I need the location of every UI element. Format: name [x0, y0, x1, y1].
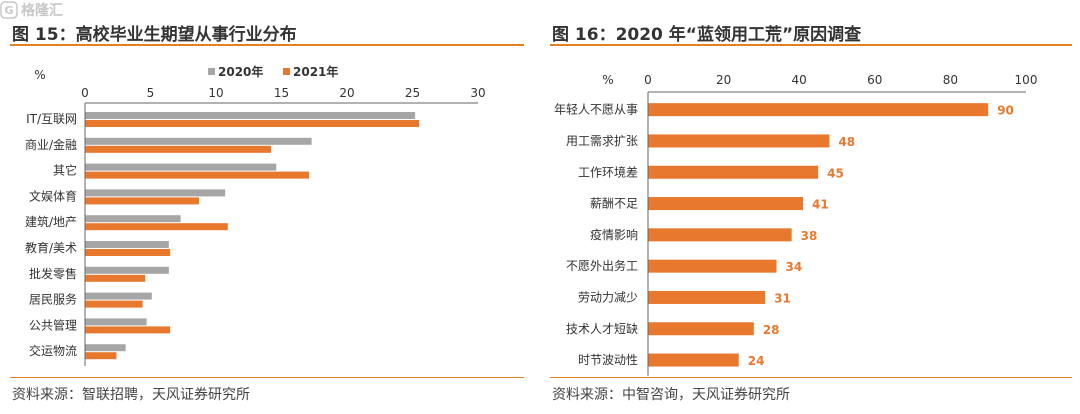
bar-2021-6 — [85, 274, 146, 282]
x-tick-label-5: 100 — [1015, 73, 1038, 87]
bar-2021-4 — [85, 223, 228, 231]
data-label-7: 28 — [763, 323, 780, 337]
right-figure-panel: 图 16：2020 年“蓝领用工荒”原因调查 % 0 20 40 60 80 100 年轻人不… — [540, 0, 1080, 414]
bar-2020-1 — [85, 137, 312, 145]
left-source-rule — [10, 377, 524, 378]
bar-7 — [648, 322, 754, 336]
category-label-1: 用工需求扩张 — [566, 134, 638, 148]
category-label-8: 公共管理 — [29, 317, 77, 332]
data-label-6: 31 — [774, 291, 791, 305]
bar-3 — [648, 197, 803, 211]
legend-swatch-0 — [208, 68, 215, 75]
right-figure-source: 资料来源：中智咨询，天风证券研究所 — [552, 387, 790, 403]
data-label-2: 45 — [827, 166, 844, 180]
x-tick-label-2: 40 — [792, 73, 807, 87]
data-label-5: 34 — [786, 260, 803, 274]
x-tick-label-4: 20 — [339, 86, 354, 100]
category-label-2: 其它 — [53, 163, 77, 178]
category-label-9: 交运物流 — [29, 343, 77, 358]
bar-2020-7 — [85, 292, 152, 300]
right-bar-chart: % 0 20 40 60 80 100 年轻人不愿从事 90 用工需求扩张 48 工作环境差 45 薪酬不… — [554, 73, 1038, 376]
category-label-0: 年轻人不愿从事 — [554, 103, 638, 117]
bar-2021-1 — [85, 145, 272, 153]
x-tick-label-5: 25 — [405, 86, 420, 100]
category-label-7: 技术人才短缺 — [566, 321, 638, 336]
left-figure-title: 图 15：高校毕业生期望从事行业分布 — [12, 25, 297, 45]
bar-2020-8 — [85, 318, 147, 326]
category-label-2: 工作环境差 — [578, 164, 638, 179]
category-label-8: 时节波动性 — [578, 353, 638, 367]
left-bar-chart: % 2020年 2021年 0 5 10 15 20 25 30 IT/互联网商业/金融其它文娱体育… — [25, 64, 486, 366]
x-tick-label-4: 80 — [943, 73, 958, 87]
category-label-5: 教育/美术 — [25, 240, 77, 255]
category-label-7: 居民服务 — [29, 292, 77, 307]
bar-2020-0 — [85, 112, 416, 119]
category-label-1: 商业/金融 — [25, 137, 77, 152]
bar-2020-4 — [85, 215, 181, 223]
bar-0 — [648, 103, 989, 117]
watermark-text: 格隆汇 — [21, 2, 63, 19]
category-label-3: 文娱体育 — [29, 188, 77, 203]
right-source-rule — [550, 377, 1072, 378]
bar-2021-7 — [85, 300, 143, 308]
bar-8 — [648, 353, 739, 367]
right-figure-title: 图 16：2020 年“蓝领用工荒”原因调查 — [552, 25, 862, 45]
x-tick-label-0: 0 — [644, 73, 652, 87]
bar-2020-2 — [85, 163, 277, 171]
watermark-g-letter: G — [4, 4, 13, 17]
bar-2020-3 — [85, 189, 226, 197]
data-label-4: 38 — [801, 229, 818, 243]
legend-swatch-1 — [283, 68, 290, 75]
bar-6 — [648, 290, 766, 304]
x-tick-label-0: 0 — [81, 86, 89, 100]
left-figure-panel: 图 15：高校毕业生期望从事行业分布 % 2020年 2021年 0 5 10 15 20 25… — [0, 0, 532, 414]
x-tick-label-3: 60 — [867, 73, 882, 87]
data-label-1: 48 — [838, 135, 855, 149]
bar-2020-6 — [85, 266, 169, 274]
legend-label-0: 2020年 — [218, 64, 263, 79]
data-label-0: 90 — [997, 104, 1014, 118]
bar-1 — [648, 134, 830, 148]
legend-label-1: 2021年 — [293, 64, 338, 79]
category-label-0: IT/互联网 — [26, 112, 77, 126]
left-title-rule — [10, 44, 524, 46]
left-unit-label: % — [34, 68, 45, 82]
bar-2021-8 — [85, 326, 171, 334]
watermark-logo: G 格隆汇 — [0, 1, 63, 19]
bar-2021-3 — [85, 197, 199, 205]
bar-2021-0 — [85, 120, 420, 127]
left-figure-source: 资料来源：智联招聘，天风证券研究所 — [12, 387, 250, 403]
data-label-3: 41 — [812, 198, 829, 212]
category-label-6: 批发零售 — [29, 266, 77, 281]
bar-2021-2 — [85, 171, 310, 179]
x-tick-label-1: 20 — [716, 73, 731, 87]
category-label-4: 疫情影响 — [590, 227, 638, 242]
right-title-rule — [550, 44, 1072, 46]
data-label-8: 24 — [748, 354, 765, 368]
category-label-4: 建筑/地产 — [25, 214, 77, 229]
x-tick-label-3: 15 — [274, 86, 289, 100]
x-tick-label-1: 5 — [147, 86, 155, 100]
x-tick-label-2: 10 — [208, 86, 223, 100]
bar-5 — [648, 259, 777, 273]
category-label-5: 不愿外出务工 — [566, 258, 638, 273]
bar-2021-9 — [85, 352, 117, 360]
watermark-g-icon — [0, 1, 18, 19]
x-tick-label-6: 30 — [470, 86, 485, 100]
right-unit-label: % — [602, 73, 613, 87]
bar-4 — [648, 228, 792, 242]
bar-2021-5 — [85, 249, 171, 256]
bar-2020-9 — [85, 344, 126, 352]
bar-2020-5 — [85, 241, 169, 248]
category-label-3: 薪酬不足 — [590, 197, 638, 211]
bar-2 — [648, 165, 819, 179]
category-label-6: 劳动力减少 — [578, 290, 638, 304]
